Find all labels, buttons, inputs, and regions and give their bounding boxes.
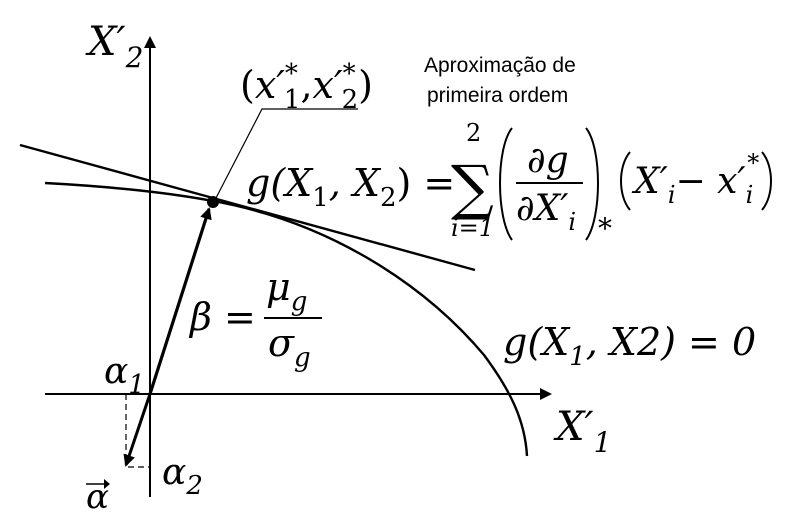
beta-vector [148,207,212,395]
alpha1-label: α1 [104,351,145,400]
derivative-numerator: ∂g [527,140,569,181]
limit-state-label: g(X1, X2) = 0 [503,320,756,372]
beta-denominator: σg [268,321,311,373]
term-left-paren [620,151,631,211]
first-order-equation: g(X1, X2) = 2 ∑ i=1 ∂g ∂X′i * X′i− x′i* [246,119,772,245]
design-point-label: (x′* 1,x′* 2) [240,59,373,115]
equation-lhs: g(X1, X2) = [246,161,455,213]
annotation-line-1: Aproximação de [424,54,576,77]
beta-numerator: μg [266,265,307,317]
alpha-vector-symbol: α [86,477,109,517]
limit-state-curve [44,181,529,457]
design-point-marker [207,196,219,208]
derivative-left-paren [499,127,513,241]
alpha-vector-arrow-head [104,479,110,489]
term-right-paren [761,151,772,211]
horizontal-axis-label: X′1 [553,404,611,459]
sum-upper-limit: 2 [466,119,481,147]
annotation-line-2: primeira ordem [427,84,568,107]
difference-term: X′i− x′i* [631,149,759,209]
vertical-axis-label: X′2 [85,19,143,74]
beta-equation: β = μg σg [188,265,322,373]
derivative-denominator: ∂X′i [516,188,576,236]
derivative-right-paren [585,127,599,241]
tangent-line [19,143,476,272]
sum-lower-limit: i=1 [451,214,494,242]
derivative-eval-subscript: * [598,212,612,245]
alpha2-label: α2 [162,452,203,501]
alpha-vector-label: α [86,477,110,517]
alpha-vector [123,393,152,467]
design-point-leader [215,108,358,199]
beta-lhs: β = [188,295,256,339]
sum-symbol: ∑ [451,153,494,223]
